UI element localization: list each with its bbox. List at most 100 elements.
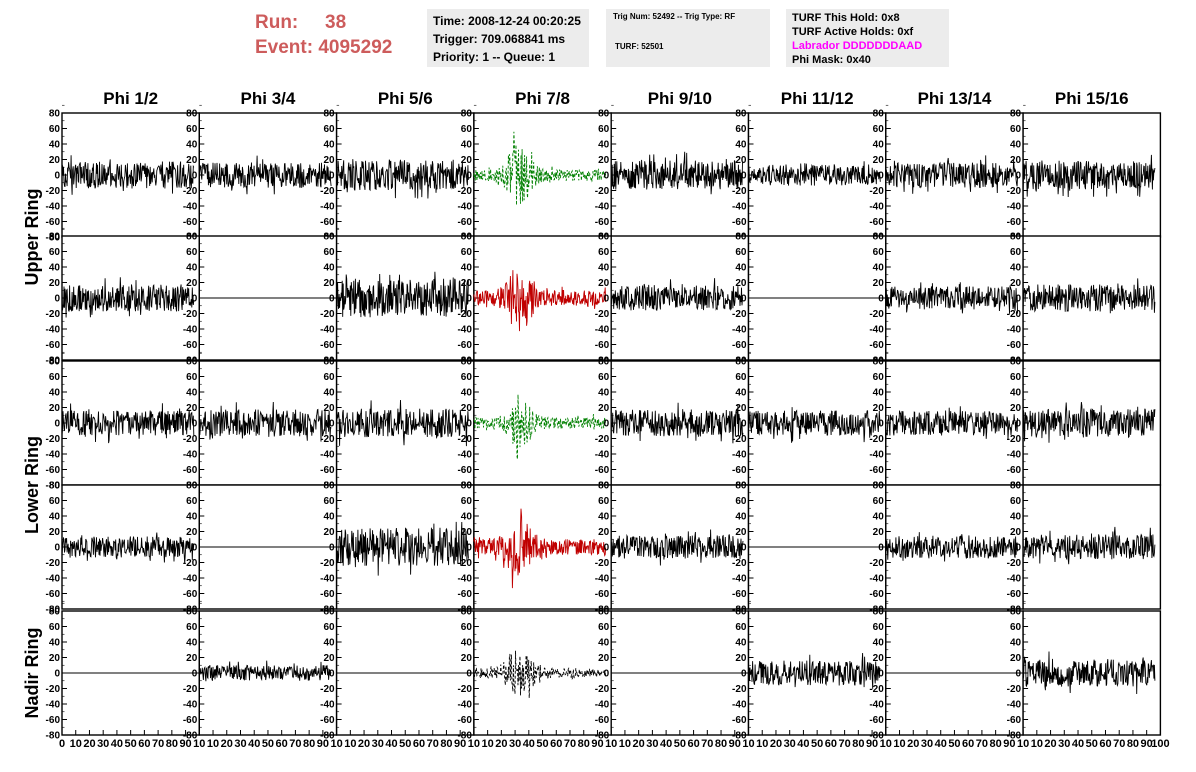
x-tick-label: 60 <box>687 738 699 750</box>
y-tick-label: 20 <box>598 653 610 664</box>
y-tick-label: -40 <box>46 700 61 711</box>
y-tick-label: -80 <box>595 731 610 742</box>
x-tick-label: 70 <box>152 738 164 750</box>
y-tick-label: 80 <box>1010 607 1022 618</box>
y-tick-label: -40 <box>1007 700 1022 711</box>
y-tick-label: 0 <box>466 294 472 305</box>
y-tick-label: -60 <box>595 217 610 228</box>
y-tick-label: -60 <box>46 340 61 351</box>
y-tick-label: 80 <box>873 481 885 492</box>
y-tick-label: -40 <box>732 574 747 585</box>
x-tick-label: 50 <box>399 738 411 750</box>
y-tick-label: -80 <box>46 233 61 244</box>
x-tick-label: 40 <box>1072 738 1084 750</box>
y-tick-label: 60 <box>323 124 335 135</box>
x-tick-label: 20 <box>495 738 507 750</box>
y-tick-label: -40 <box>732 700 747 711</box>
y-tick-label: -40 <box>595 574 610 585</box>
y-tick-label: 40 <box>186 638 198 649</box>
y-tick-label: 80 <box>1010 481 1022 492</box>
y-tick-label: -60 <box>732 217 747 228</box>
x-tick-label: 80 <box>852 738 864 750</box>
y-tick-label: 60 <box>598 124 610 135</box>
waveform-trace <box>336 271 469 318</box>
waveform-trace <box>1022 651 1156 695</box>
waveform-trace <box>473 131 607 206</box>
x-tick-label: 80 <box>1127 738 1139 750</box>
x-tick-label: 40 <box>523 738 535 750</box>
y-tick-label: 20 <box>598 527 610 538</box>
x-tick-label: 30 <box>372 738 384 750</box>
y-tick-label: -40 <box>595 700 610 711</box>
run-event-block: Run: 38 Event: 4095292 <box>255 10 392 60</box>
y-tick-label: 80 <box>873 232 885 243</box>
y-tick-label: 40 <box>873 512 885 523</box>
y-tick-label: 40 <box>323 512 335 523</box>
y-tick-label: 0 <box>604 419 610 430</box>
y-tick-label: 80 <box>735 357 747 368</box>
x-tick-label: 10 <box>880 738 892 750</box>
event-value: 4095292 <box>318 37 393 58</box>
y-tick-label: -20 <box>457 684 472 695</box>
waveform-trace <box>610 402 744 444</box>
y-tick-label: 80 <box>323 481 335 492</box>
waveform-trace <box>198 155 332 195</box>
x-tick-label: 40 <box>797 738 809 750</box>
x-tick-label: 70 <box>838 738 850 750</box>
y-tick-label: 20 <box>461 653 473 664</box>
y-tick-label: 80 <box>49 232 61 243</box>
y-tick-label: 20 <box>1010 527 1022 538</box>
x-tick-label: 50 <box>262 738 274 750</box>
y-tick-label: 80 <box>461 232 473 243</box>
y-tick-label: -20 <box>1007 558 1022 569</box>
y-tick-label: 0 <box>604 171 610 182</box>
x-tick-label: 60 <box>825 738 837 750</box>
y-tick-label: -60 <box>457 340 472 351</box>
y-tick-label: 60 <box>323 247 335 258</box>
y-tick-label: 40 <box>461 388 473 399</box>
y-tick-label: -60 <box>595 340 610 351</box>
y-tick-label: 60 <box>1010 496 1022 507</box>
y-tick-label: 20 <box>735 278 747 289</box>
y-tick-label: -20 <box>1007 186 1022 197</box>
labrador-text: Labrador DDDDDDDAAD <box>792 40 923 52</box>
y-tick-label: -40 <box>457 202 472 213</box>
y-tick-label: -20 <box>869 558 884 569</box>
y-tick-label: 60 <box>323 622 335 633</box>
y-tick-label: -40 <box>595 450 610 461</box>
y-tick-label: 0 <box>878 419 884 430</box>
y-tick-label: 60 <box>461 496 473 507</box>
y-tick-label: 40 <box>598 263 610 274</box>
ring-title: Lower Ring <box>22 436 42 534</box>
y-tick-label: 40 <box>873 263 885 274</box>
x-tick-label: 10 <box>1031 738 1043 750</box>
waveform-trace <box>1022 526 1156 565</box>
y-tick-label: -80 <box>869 605 884 616</box>
waveform-trace <box>61 403 195 444</box>
y-tick-label: 60 <box>461 372 473 383</box>
y-tick-label: 0 <box>741 171 747 182</box>
y-tick-label: 60 <box>1010 247 1022 258</box>
y-tick-label: -60 <box>1007 217 1022 228</box>
x-tick-label: 70 <box>701 738 713 750</box>
y-tick-label: 40 <box>1010 512 1022 523</box>
phi-column-title: Phi 5/6 <box>378 89 433 108</box>
waveform-trace <box>1022 154 1156 198</box>
y-tick-label: 60 <box>873 247 885 258</box>
y-tick-label: 40 <box>873 388 885 399</box>
x-tick-label: 10 <box>605 738 617 750</box>
y-tick-label: -40 <box>46 325 61 336</box>
y-tick-label: 0 <box>192 669 198 680</box>
y-tick-label: -60 <box>183 715 198 726</box>
y-tick-label: 40 <box>873 140 885 151</box>
y-tick-label: 80 <box>873 357 885 368</box>
x-tick-label: 10 <box>207 738 219 750</box>
y-tick-label: -80 <box>183 605 198 616</box>
y-tick-label: -60 <box>320 217 335 228</box>
